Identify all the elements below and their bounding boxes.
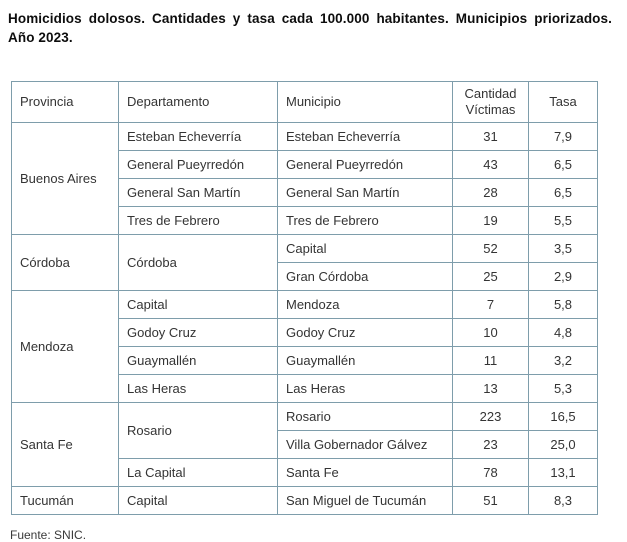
cell-cantidad: 19 bbox=[452, 205, 529, 235]
cell-cantidad: 43 bbox=[452, 149, 529, 179]
cell-tasa: 6,5 bbox=[528, 149, 598, 179]
homicides-data-table: Provincia Departamento Municipio Cantidad V… bbox=[11, 80, 598, 515]
column-header-departamento: Departamento bbox=[118, 80, 278, 123]
cell-departamento: Guaymallén bbox=[118, 345, 278, 375]
cell-tasa: 25,0 bbox=[528, 429, 598, 459]
cell-tasa: 3,5 bbox=[528, 233, 598, 263]
cell-municipio: Guaymallén bbox=[277, 345, 453, 375]
cell-municipio: San Miguel de Tucumán bbox=[277, 485, 453, 515]
cell-cantidad: 52 bbox=[452, 233, 529, 263]
cell-provincia: Buenos Aires bbox=[11, 121, 119, 235]
cell-tasa: 5,5 bbox=[528, 205, 598, 235]
cell-municipio: Rosario bbox=[277, 401, 453, 431]
cell-cantidad: 25 bbox=[452, 261, 529, 291]
cell-cantidad: 223 bbox=[452, 401, 529, 431]
table-row: Villa Gobernador Gálvez 23 25,0 bbox=[12, 429, 598, 459]
column-header-provincia: Provincia bbox=[11, 80, 119, 123]
cell-cantidad: 13 bbox=[452, 373, 529, 403]
cell-municipio: Esteban Echeverría bbox=[277, 121, 453, 151]
table-row: Las Heras Las Heras 13 5,3 bbox=[12, 373, 598, 403]
cell-cantidad: 11 bbox=[452, 345, 529, 375]
table-row: Mendoza Capital Mendoza 7 5,8 bbox=[11, 289, 598, 403]
cell-tasa: 2,9 bbox=[528, 261, 598, 291]
cell-tasa: 6,5 bbox=[528, 177, 598, 207]
column-header-cantidad: Cantidad Víctimas bbox=[452, 80, 529, 123]
cell-departamento: Godoy Cruz bbox=[118, 317, 278, 347]
table-row: Godoy Cruz Godoy Cruz 10 4,8 bbox=[12, 317, 598, 347]
cell-municipio: General Pueyrredón bbox=[277, 149, 453, 179]
table-row: Tucumán Capital San Miguel de Tucumán 51 8,3 bbox=[11, 485, 598, 515]
cell-municipio: Santa Fe bbox=[277, 457, 453, 487]
cell-municipio: Villa Gobernador Gálvez bbox=[277, 429, 453, 459]
cell-tasa: 3,2 bbox=[528, 345, 598, 375]
cell-cantidad: 78 bbox=[452, 457, 529, 487]
cell-departamento: Esteban Echeverría bbox=[118, 121, 278, 151]
cell-provincia: Mendoza bbox=[11, 289, 119, 403]
table-row: General Pueyrredón General Pueyrredón 43 6,… bbox=[12, 149, 598, 179]
cell-tasa: 13,1 bbox=[528, 457, 598, 487]
table-row: Tres de Febrero Tres de Febrero 19 5,5 bbox=[12, 205, 598, 235]
cell-cantidad: 31 bbox=[452, 121, 529, 151]
cell-tasa: 7,9 bbox=[528, 121, 598, 151]
cell-provincia: Tucumán bbox=[11, 485, 119, 515]
source-note: Fuente: SNIC. bbox=[10, 527, 87, 542]
cell-departamento: Tres de Febrero bbox=[118, 205, 278, 235]
table-row: Santa Fe Rosario Rosario 223 16,5 bbox=[11, 401, 598, 487]
table-row: Guaymallén Guaymallén 11 3,2 bbox=[12, 345, 598, 375]
cell-municipio: Gran Córdoba bbox=[277, 261, 453, 291]
cell-departamento: Capital bbox=[118, 289, 278, 319]
table-row: Buenos Aires Esteban Echeverría Esteban Ec… bbox=[11, 121, 598, 235]
cell-departamento: La Capital bbox=[118, 457, 278, 487]
cell-provincia: Córdoba bbox=[11, 233, 119, 291]
cell-cantidad: 28 bbox=[452, 177, 529, 207]
cell-municipio: Tres de Febrero bbox=[277, 205, 453, 235]
table-header: Provincia Departamento Municipio Cantidad V… bbox=[11, 80, 598, 123]
cell-tasa: 4,8 bbox=[528, 317, 598, 347]
cell-provincia: Santa Fe bbox=[11, 401, 119, 487]
table-row: General San Martín General San Martín 28 6,… bbox=[12, 177, 598, 207]
cell-municipio: Godoy Cruz bbox=[277, 317, 453, 347]
cell-tasa: 16,5 bbox=[528, 401, 598, 431]
table-row: Córdoba Córdoba Capital 52 3,5 bbox=[11, 233, 598, 291]
column-header-tasa: Tasa bbox=[528, 80, 598, 123]
cell-cantidad: 10 bbox=[452, 317, 529, 347]
cell-tasa: 5,3 bbox=[528, 373, 598, 403]
table-body: Buenos Aires Esteban Echeverría Esteban Ec… bbox=[11, 121, 598, 515]
cell-municipio: Capital bbox=[277, 233, 453, 263]
cell-municipio: General San Martín bbox=[277, 177, 453, 207]
cell-cantidad: 23 bbox=[452, 429, 529, 459]
cell-departamento: General Pueyrredón bbox=[118, 149, 278, 179]
cell-cantidad: 7 bbox=[452, 289, 529, 319]
cell-cantidad: 51 bbox=[452, 485, 529, 515]
cell-departamento: Las Heras bbox=[118, 373, 278, 403]
cell-departamento: Rosario bbox=[118, 401, 278, 459]
cell-municipio: Las Heras bbox=[277, 373, 453, 403]
cell-departamento: General San Martín bbox=[118, 177, 278, 207]
page-title: Homicidios dolosos. Cantidades y tasa ca… bbox=[8, 11, 612, 45]
table-row: Gran Córdoba 25 2,9 bbox=[12, 261, 598, 291]
table-header-row: Provincia Departamento Municipio Cantidad V… bbox=[11, 80, 598, 123]
cell-tasa: 8,3 bbox=[528, 485, 598, 515]
cell-municipio: Mendoza bbox=[277, 289, 453, 319]
cell-tasa: 5,8 bbox=[528, 289, 598, 319]
cell-departamento: Córdoba bbox=[118, 233, 278, 291]
cell-departamento: Capital bbox=[118, 485, 278, 515]
table-row: La Capital Santa Fe 78 13,1 bbox=[12, 457, 598, 487]
column-header-municipio: Municipio bbox=[277, 80, 453, 123]
